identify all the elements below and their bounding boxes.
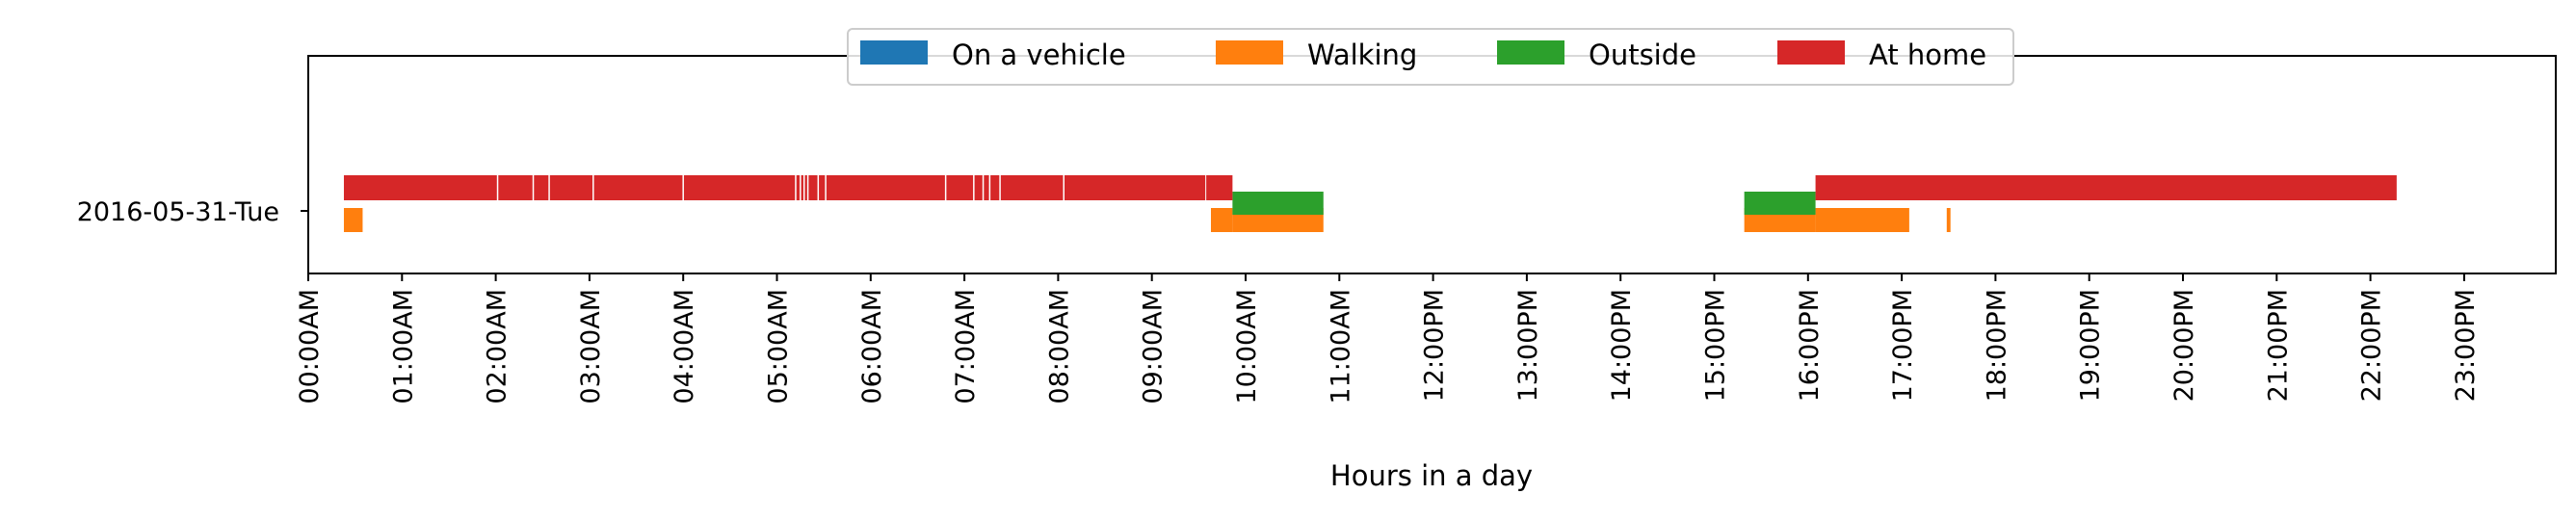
- legend: On a vehicle Walking Outside At home: [860, 39, 1986, 71]
- x-tick-label-17: 17:00PM: [1888, 289, 1918, 402]
- legend-box: [847, 28, 2014, 86]
- bar-walking-1: [1210, 208, 1233, 232]
- legend-label-at-home: At home: [1869, 39, 1986, 71]
- x-tick-label-14: 14:00PM: [1607, 289, 1637, 402]
- home-gaps: [496, 175, 1065, 200]
- x-tick-label-4: 04:00AM: [670, 289, 699, 404]
- legend-swatch-on-a-vehicle: [860, 40, 928, 65]
- x-tick-label-16: 16:00PM: [1795, 289, 1825, 402]
- bar-walking-4: [1815, 208, 1909, 232]
- y-tick-label: 2016-05-31-Tue: [77, 197, 279, 227]
- x-tick-label-0: 00:00AM: [295, 289, 325, 404]
- x-axis-label: Hours in a day: [1330, 459, 1533, 492]
- x-tick-label-23: 23:00PM: [2451, 289, 2481, 402]
- bar-outside-0: [1232, 192, 1324, 215]
- legend-swatch-at-home: [1777, 40, 1845, 65]
- x-tick-label-5: 05:00AM: [764, 289, 794, 404]
- x-tick-label-18: 18:00PM: [1982, 289, 2011, 402]
- legend-swatch-walking: [1216, 40, 1283, 65]
- legend-label-walking: Walking: [1307, 39, 1417, 71]
- activity-bars: [343, 175, 2397, 232]
- bar-outside-1: [1744, 192, 1816, 215]
- legend-label-on-a-vehicle: On a vehicle: [952, 39, 1126, 71]
- x-tick-label-2: 02:00AM: [483, 289, 513, 404]
- bar-walking-5: [1946, 208, 1951, 232]
- x-tick-label-9: 09:00AM: [1139, 289, 1169, 404]
- x-tick-label-12: 12:00PM: [1420, 289, 1450, 402]
- legend-swatch-outside: [1497, 40, 1564, 65]
- bar-walking-0: [343, 208, 363, 232]
- x-tick-label-11: 11:00AM: [1326, 289, 1355, 404]
- x-tick-label-20: 20:00PM: [2169, 289, 2199, 402]
- x-tick-label-6: 06:00AM: [857, 289, 887, 404]
- plot-frame: [307, 55, 2557, 274]
- x-tick-label-10: 10:00AM: [1232, 289, 1262, 404]
- x-tick-label-1: 01:00AM: [388, 289, 418, 404]
- x-tick-label-19: 19:00PM: [2076, 289, 2106, 402]
- x-tick-label-8: 08:00AM: [1044, 289, 1074, 404]
- bar-at-home-2: [1815, 175, 2397, 200]
- x-tick-label-15: 15:00PM: [1701, 289, 1731, 402]
- bar-at-home-1: [1206, 175, 1233, 200]
- legend-label-outside: Outside: [1589, 39, 1696, 71]
- x-tick-label-3: 03:00AM: [576, 289, 606, 404]
- x-axis-ticks: 00:00AM 01:00AM 02:00AM 03:00AM 04:00AM 05:00…: [295, 273, 2481, 404]
- x-tick-label-21: 21:00PM: [2263, 289, 2293, 402]
- x-tick-label-22: 22:00PM: [2357, 289, 2387, 402]
- bar-at-home-0: [343, 175, 1206, 200]
- x-tick-label-13: 13:00PM: [1513, 289, 1543, 402]
- x-tick-label-7: 07:00AM: [951, 289, 981, 404]
